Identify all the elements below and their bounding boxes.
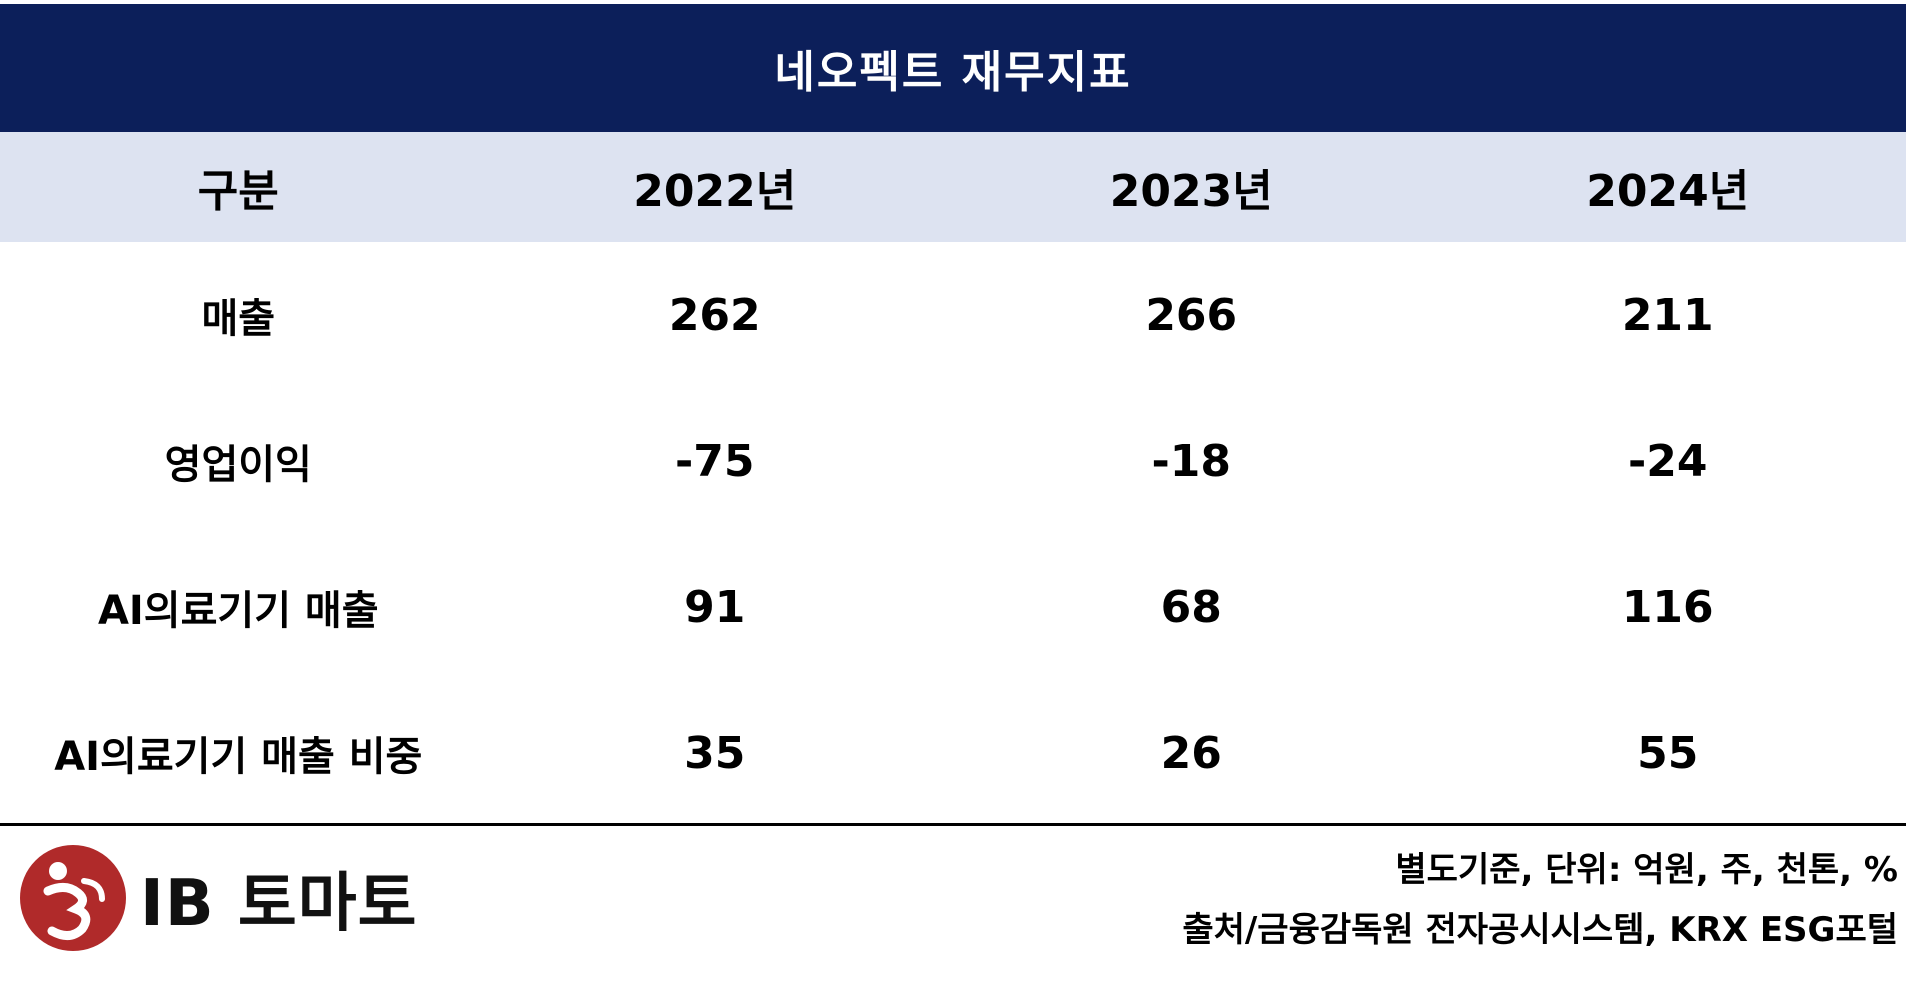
title-bar: 네오펙트 재무지표 xyxy=(0,4,1906,132)
table-title: 네오펙트 재무지표 xyxy=(774,47,1132,98)
row-label: AI의료기기 매출 비중 xyxy=(54,734,423,780)
tomato-logo-icon xyxy=(20,845,126,951)
row-label: AI의료기기 매출 xyxy=(97,588,379,634)
cell-2023: 26 xyxy=(1160,727,1222,779)
cell-2023: 68 xyxy=(1160,581,1222,633)
cell-2023: -18 xyxy=(1151,435,1232,487)
cell-2022: -75 xyxy=(675,435,755,487)
table-row: 영업이익 -75 -18 -24 xyxy=(0,388,1906,534)
cell-2022: 35 xyxy=(684,727,746,779)
cell-2024: 116 xyxy=(1621,581,1714,633)
table-row: AI의료기기 매출 비중 35 26 55 xyxy=(0,680,1906,826)
cell-2024: 55 xyxy=(1637,727,1699,779)
table-row: AI의료기기 매출 91 68 116 xyxy=(0,534,1906,680)
row-label: 영업이익 xyxy=(164,442,312,488)
cell-2022: 91 xyxy=(684,581,746,633)
unit-note: 별도기준, 단위: 억원, 주, 천톤, % xyxy=(1395,850,1898,890)
header-category: 구분 xyxy=(197,166,279,217)
row-label: 매출 xyxy=(201,296,276,342)
header-2023: 2023년 xyxy=(1109,166,1273,217)
table-header-row: 구분 2022년 2023년 2024년 xyxy=(0,132,1906,242)
cell-2024: 211 xyxy=(1621,289,1714,341)
table-row: 매출 262 266 211 xyxy=(0,242,1906,388)
header-2022: 2022년 xyxy=(633,166,797,217)
financial-table: 구분 2022년 2023년 2024년 매출 262 266 211 영업이익… xyxy=(0,132,1906,826)
cell-2022: 262 xyxy=(668,289,761,341)
cell-2023: 266 xyxy=(1145,289,1238,341)
source-note: 출처/금융감독원 전자공시시스템, KRX ESG포털 xyxy=(1182,910,1898,950)
header-2024: 2024년 xyxy=(1586,166,1750,217)
ib-tomato-logo: IB 토마토 xyxy=(18,838,418,958)
logo-wordmark: IB 토마토 xyxy=(140,867,418,941)
footer-divider xyxy=(0,823,1906,826)
cell-2024: -24 xyxy=(1628,435,1708,487)
footnotes: 별도기준, 단위: 억원, 주, 천톤, % 출처/금융감독원 전자공시시스템,… xyxy=(1182,840,1898,960)
